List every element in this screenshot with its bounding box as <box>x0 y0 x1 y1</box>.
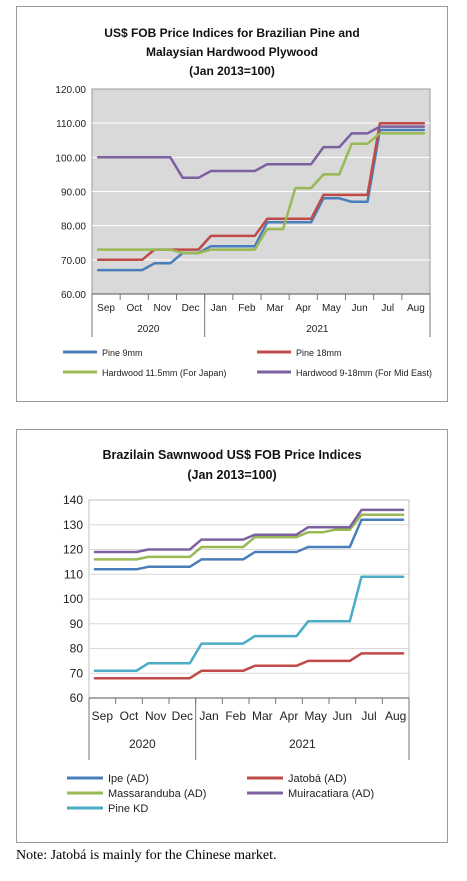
sawnwood-y-tick-label: 70 <box>70 666 84 680</box>
plywood-series-line-4 <box>96 125 426 180</box>
plywood-legend-label: Hardwood 11.5mm (For Japan) <box>102 368 226 378</box>
sawnwood-legend-label: Massaranduba (AD) <box>108 788 206 800</box>
plywood-y-tick-label: 70.00 <box>61 256 86 267</box>
sawnwood-chart-panel: Brazilain Sawnwood US$ FOB Price Indices… <box>16 429 448 843</box>
sawnwood-y-tick-label: 60 <box>70 691 84 705</box>
plywood-x-tick-label: Sep <box>97 303 115 314</box>
sawnwood-legend-label: Pine KD <box>108 803 148 815</box>
plywood-chart-title-line2: Malaysian Hardwood Plywood <box>145 45 319 59</box>
plywood-x-tick-label: Feb <box>238 303 256 314</box>
sawnwood-legend-label: Jatobá (AD) <box>288 773 347 785</box>
sawnwood-x-tick-label: May <box>304 709 327 723</box>
plywood-x-tick-label: May <box>322 303 341 314</box>
plywood-x-tick-label: Mar <box>266 303 284 314</box>
plywood-x-tick-label: Nov <box>154 303 172 314</box>
sawnwood-chart-subtitle: (Jan 2013=100) <box>187 468 277 482</box>
sawnwood-y-tick-label: 120 <box>63 543 83 557</box>
plywood-x-tick-label: Jun <box>352 303 368 314</box>
footnote: Note: Jatobá is mainly for the Chinese m… <box>16 848 277 863</box>
plywood-series-line-3 <box>96 132 426 255</box>
plywood-legend-label: Pine 18mm <box>296 348 342 358</box>
sawnwood-y-tick-label: 130 <box>63 518 83 532</box>
plywood-year-label: 2021 <box>306 324 329 335</box>
sawnwood-chart-svg: 60 70 80 90 100 110 120 130 140 Sep Oct Nov Dec Jan Fe… <box>63 493 410 815</box>
plywood-x-tick-label: Apr <box>295 303 311 314</box>
plywood-chart-title: US$ FOB Price Indices for Brazilian Pine… <box>104 26 360 40</box>
plywood-y-tick-label: 80.00 <box>61 222 86 233</box>
sawnwood-series-line-4 <box>93 508 405 554</box>
plywood-year-label: 2020 <box>137 324 160 335</box>
plywood-legend-label: Pine 9mm <box>102 348 143 358</box>
sawnwood-legend-label: Ipe (AD) <box>108 773 149 785</box>
plywood-y-tick-label: 100.00 <box>55 153 86 164</box>
plywood-y-tick-label: 110.00 <box>56 119 86 130</box>
sawnwood-legend-label: Muiracatiara (AD) <box>288 788 374 800</box>
plywood-x-tick-label: Aug <box>407 303 425 314</box>
sawnwood-x-tick-label: Nov <box>145 709 166 723</box>
sawnwood-series-line-5 <box>93 575 405 673</box>
plywood-y-tick-label: 90.00 <box>61 188 86 199</box>
sawnwood-series-line-1 <box>93 518 405 571</box>
plywood-x-tick-label: Dec <box>182 303 200 314</box>
sawnwood-y-tick-label: 140 <box>63 493 83 507</box>
sawnwood-year-label: 2021 <box>289 737 316 751</box>
plywood-x-tick-label: Oct <box>126 303 142 314</box>
sawnwood-series-line-2 <box>93 652 405 680</box>
sawnwood-y-tick-label: 90 <box>70 617 84 631</box>
sawnwood-x-tick-label: Feb <box>225 709 246 723</box>
sawnwood-x-tick-label: Mar <box>252 709 273 723</box>
sawnwood-x-tick-label: Jan <box>199 709 218 723</box>
sawnwood-year-label: 2020 <box>129 737 156 751</box>
sawnwood-y-tick-label: 110 <box>64 567 83 581</box>
plywood-series-line-2 <box>96 121 426 262</box>
sawnwood-x-tick-label: Aug <box>385 709 406 723</box>
plywood-chart-panel: US$ FOB Price Indices for Brazilian Pine… <box>16 6 448 402</box>
sawnwood-x-tick-label: Apr <box>280 709 299 723</box>
sawnwood-x-tick-label: Jul <box>361 709 376 723</box>
sawnwood-series-line-3 <box>93 513 405 561</box>
plywood-chart-svg: 60.00 70.00 80.00 90.00 100.00 110.00 120.00 Se… <box>55 85 432 378</box>
sawnwood-x-tick-label: Oct <box>120 709 139 723</box>
plywood-x-tick-label: Jul <box>381 303 394 314</box>
sawnwood-chart-title: Brazilain Sawnwood US$ FOB Price Indices <box>102 448 362 462</box>
plywood-legend-label: Hardwood 9-18mm (For Mid East) <box>296 368 432 378</box>
plywood-y-tick-label: 120.00 <box>55 85 86 96</box>
plywood-x-tick-label: Jan <box>211 303 227 314</box>
sawnwood-x-tick-label: Jun <box>333 709 352 723</box>
sawnwood-y-tick-label: 100 <box>63 592 83 606</box>
sawnwood-x-tick-label: Dec <box>172 709 193 723</box>
plywood-y-tick-label: 60.00 <box>61 290 86 301</box>
sawnwood-x-tick-label: Sep <box>92 709 114 723</box>
plywood-chart-subtitle: (Jan 2013=100) <box>189 64 275 78</box>
sawnwood-y-tick-label: 80 <box>70 642 84 656</box>
